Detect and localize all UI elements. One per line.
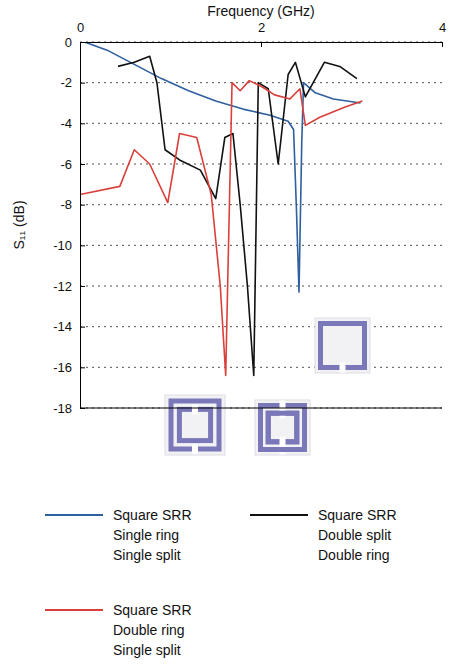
grid (80, 42, 442, 408)
x-tick-mark (261, 42, 262, 47)
legend-item: Square SRRDouble ringSingle split (45, 602, 192, 658)
legend-label: Square SRRDouble splitDouble ring (318, 507, 397, 563)
y-tick: -6 (60, 157, 85, 172)
y-tick-label: -16 (53, 360, 72, 375)
y-tick: -14 (53, 319, 85, 334)
chart: 0 2 4 0 -2 -4 -6 -8 -10 -12 -14 -16 -18 Frequency (GH… (0, 0, 474, 669)
y-tick-mark (80, 367, 85, 368)
y-tick-mark (80, 245, 85, 246)
inset-bg (165, 395, 225, 455)
x-tick-label: 4 (439, 20, 446, 35)
legend-item: Square SRRSingle ringSingle split (45, 507, 192, 563)
inset (165, 395, 225, 455)
series-line (118, 56, 357, 375)
y-tick-mark (80, 83, 85, 84)
x-tick-label: 2 (258, 20, 265, 35)
x-axis: 0 2 4 (77, 20, 446, 47)
legend-item: Square SRRDouble splitDouble ring (250, 507, 397, 563)
y-tick-mark (80, 123, 85, 124)
x-axis-line (81, 43, 443, 48)
y-tick-label: 0 (65, 35, 72, 50)
y-tick: -12 (53, 279, 85, 294)
y-tick-label: -14 (53, 319, 72, 334)
y-axis-title: S₁₁ (dB) (11, 200, 27, 249)
grid-line (80, 326, 442, 327)
x-tick-label: 0 (77, 20, 84, 35)
grid-line (80, 408, 442, 409)
ring (261, 406, 305, 450)
x-tick: 0 (77, 20, 84, 47)
x-tick-mark (442, 42, 443, 47)
y-tick-label: -12 (53, 279, 72, 294)
legend: Square SRRSingle ringSingle split Square … (45, 507, 397, 658)
series-line (85, 42, 361, 292)
legend-swatch (45, 514, 103, 516)
ring-gap (280, 437, 286, 447)
inset-bg (315, 318, 370, 373)
y-tick-label: -2 (60, 75, 72, 90)
y-axis-line (81, 43, 86, 409)
ring-gap (340, 363, 346, 373)
y-tick: -8 (60, 197, 85, 212)
y-tick: -2 (60, 75, 85, 90)
grid-line (80, 204, 442, 205)
grid-line (80, 286, 442, 287)
bottom-frame (80, 408, 442, 409)
y-tick-mark (80, 164, 85, 165)
legend-swatch (45, 609, 103, 611)
x-tick: 4 (439, 20, 446, 47)
inset (315, 318, 370, 373)
y-tick-mark (80, 286, 85, 287)
x-axis-title: Frequency (GHz) (207, 3, 314, 19)
legend-swatch (250, 514, 308, 516)
inset-images (165, 318, 370, 455)
x-tick: 2 (258, 20, 265, 47)
ring-gap (192, 404, 198, 414)
y-tick-label: -10 (53, 238, 72, 253)
grid-line (80, 245, 442, 246)
y-tick-label: -8 (60, 197, 72, 212)
ring-gap (192, 444, 198, 454)
y-tick-mark (80, 205, 85, 206)
y-tick-label: -6 (60, 157, 72, 172)
y-tick: -16 (53, 360, 85, 375)
y-tick: -10 (53, 238, 85, 253)
ring (321, 324, 365, 368)
legend-label: Square SRRSingle ringSingle split (113, 507, 192, 563)
legend-label: Square SRRDouble ringSingle split (113, 602, 192, 658)
y-tick-label: -4 (60, 116, 72, 131)
y-tick-mark (80, 42, 85, 43)
series-line (80, 81, 362, 376)
y-tick-label: -18 (53, 401, 72, 416)
grid-line (80, 123, 442, 124)
y-tick-mark (80, 327, 85, 328)
y-axis: 0 -2 -4 -6 -8 -10 -12 -14 -16 -18 (53, 35, 85, 416)
series-lines (80, 42, 362, 375)
grid-line (80, 164, 442, 165)
ring (261, 406, 305, 450)
y-tick: -4 (60, 116, 85, 131)
grid-line (80, 367, 442, 368)
y-tick: 0 (65, 35, 85, 50)
grid-line (80, 82, 442, 83)
